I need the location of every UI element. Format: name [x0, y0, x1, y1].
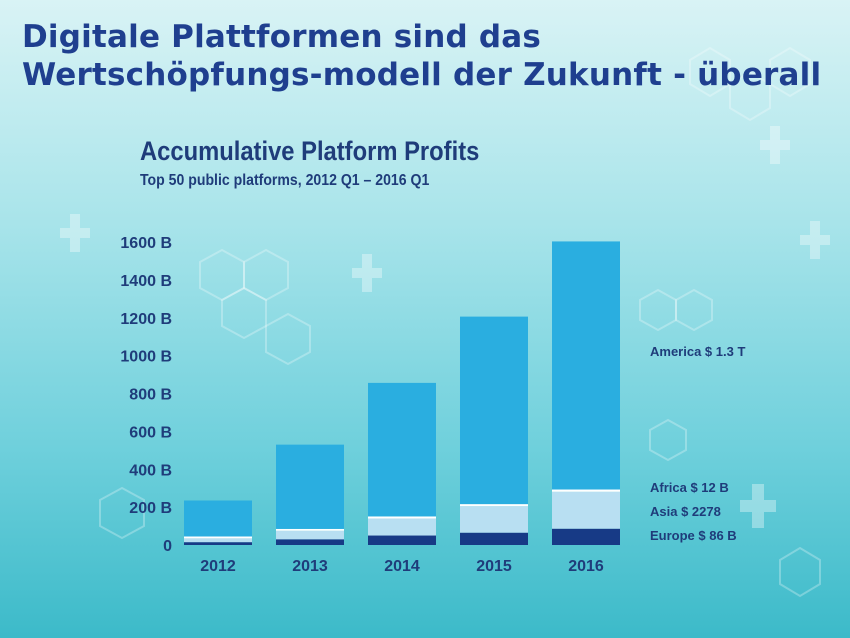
bar-segment	[460, 532, 528, 545]
bar-segment	[552, 489, 620, 492]
legend-label: Africa $ 12 B	[650, 480, 729, 495]
chart-title: Accumulative Platform Profits	[140, 136, 480, 166]
y-tick-label: 1000 B	[120, 349, 172, 366]
y-tick-label: 600 B	[129, 424, 172, 441]
bar-segment	[184, 538, 252, 543]
y-tick-label: 1600 B	[120, 235, 172, 252]
bar-segment	[276, 528, 344, 531]
bar-segment	[184, 542, 252, 545]
bar-segment	[368, 518, 436, 536]
bar-segment	[460, 316, 528, 505]
legend-label: Asia $ 2278	[650, 504, 721, 519]
bar-segment	[184, 536, 252, 539]
bar-segment	[460, 506, 528, 533]
bar-segment	[368, 516, 436, 519]
bar-segment	[368, 382, 436, 517]
x-tick-label: 2012	[200, 558, 236, 575]
bar-segment	[276, 539, 344, 545]
bar-segment	[552, 241, 620, 490]
y-tick-label: 1400 B	[120, 273, 172, 290]
bar-segment	[368, 535, 436, 545]
chart-subtitle: Top 50 public platforms, 2012 Q1 – 2016 …	[140, 172, 430, 189]
y-tick-label: 0	[163, 538, 172, 555]
x-tick-label: 2014	[384, 558, 420, 575]
x-tick-label: 2015	[476, 558, 512, 575]
y-tick-label: 800 B	[129, 387, 172, 404]
bar-segment	[552, 528, 620, 545]
bar-segment	[276, 444, 344, 529]
bar-segment	[276, 530, 344, 540]
x-tick-label: 2013	[292, 558, 328, 575]
x-tick-label: 2016	[568, 558, 604, 575]
bar-segment	[552, 491, 620, 529]
bar-segment	[460, 504, 528, 507]
y-tick-label: 400 B	[129, 462, 172, 479]
y-tick-label: 200 B	[129, 500, 172, 517]
bar-segment	[184, 500, 252, 537]
legend-label: America $ 1.3 T	[650, 344, 745, 359]
legend-label: Europe $ 86 B	[650, 528, 737, 543]
y-tick-label: 1200 B	[120, 311, 172, 328]
page-headline: Digitale Plattformen sind das Wertschöpf…	[22, 19, 822, 93]
